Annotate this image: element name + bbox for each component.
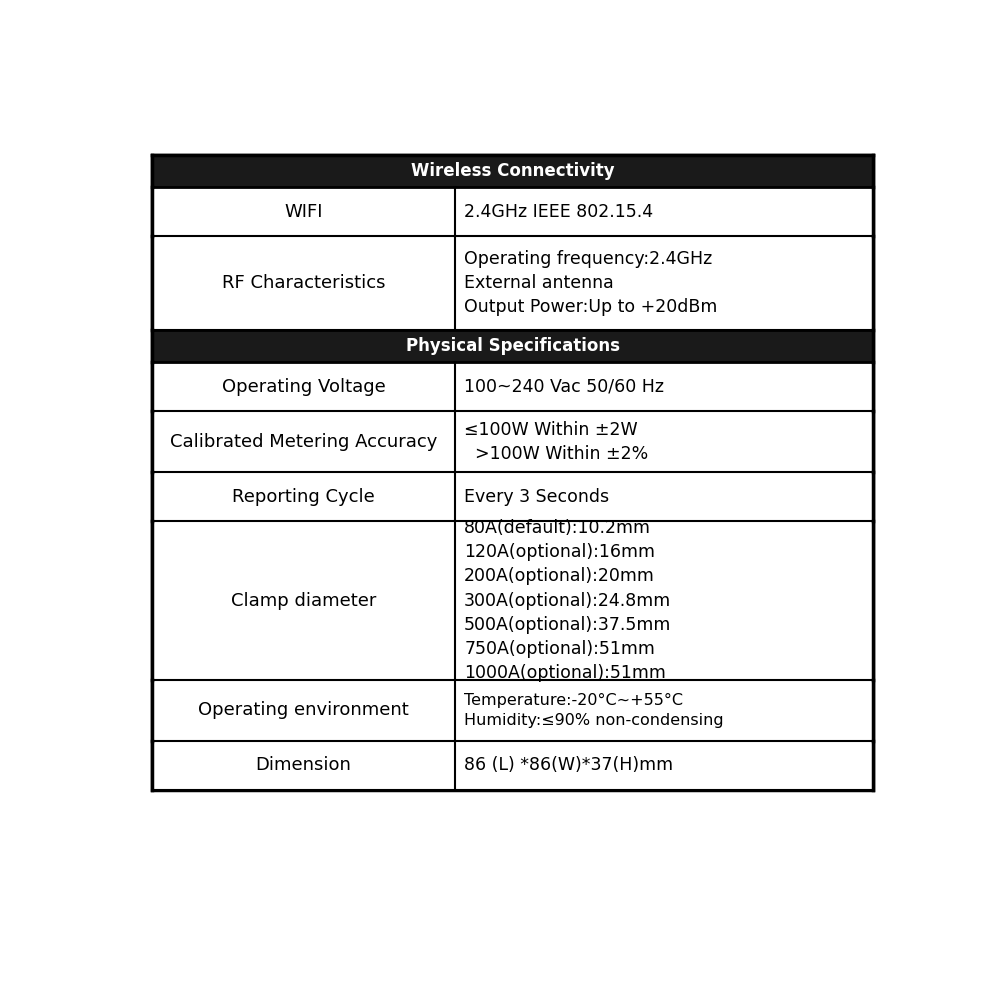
- Text: Operating Voltage: Operating Voltage: [222, 378, 385, 396]
- Bar: [152, 155, 873, 790]
- Text: Calibrated Metering Accuracy: Calibrated Metering Accuracy: [170, 433, 437, 451]
- Bar: [152, 521, 873, 680]
- Text: WIFI: WIFI: [284, 203, 323, 221]
- Bar: [152, 411, 873, 472]
- Bar: [152, 330, 873, 362]
- Text: Clamp diameter: Clamp diameter: [231, 592, 376, 610]
- Text: Dimension: Dimension: [256, 756, 351, 774]
- Bar: [152, 236, 873, 330]
- Bar: [152, 741, 873, 790]
- Text: Operating environment: Operating environment: [198, 701, 409, 719]
- Bar: [152, 680, 873, 741]
- Text: Wireless Connectivity: Wireless Connectivity: [411, 162, 614, 180]
- Bar: [152, 187, 873, 236]
- Text: 80A(default):10.2mm
120A(optional):16mm
200A(optional):20mm
300A(optional):24.8m: 80A(default):10.2mm 120A(optional):16mm …: [464, 519, 672, 682]
- Text: ≤100W Within ±2W
  >100W Within ±2%: ≤100W Within ±2W >100W Within ±2%: [464, 421, 648, 463]
- Text: Physical Specifications: Physical Specifications: [406, 337, 620, 355]
- Bar: [152, 472, 873, 521]
- Bar: [152, 362, 873, 411]
- Text: Operating frequency:2.4GHz
External antenna
Output Power:Up to +20dBm: Operating frequency:2.4GHz External ante…: [464, 250, 718, 316]
- Text: Every 3 Seconds: Every 3 Seconds: [464, 488, 609, 506]
- Text: 100~240 Vac 50/60 Hz: 100~240 Vac 50/60 Hz: [464, 378, 664, 396]
- Text: 86 (L) *86(W)*37(H)mm: 86 (L) *86(W)*37(H)mm: [464, 756, 673, 774]
- Text: RF Characteristics: RF Characteristics: [222, 274, 385, 292]
- Text: Reporting Cycle: Reporting Cycle: [232, 488, 375, 506]
- Text: 2.4GHz IEEE 802.15.4: 2.4GHz IEEE 802.15.4: [464, 203, 653, 221]
- Text: Temperature:-20°C~+55°C
Humidity:≤90% non-condensing: Temperature:-20°C~+55°C Humidity:≤90% no…: [464, 693, 724, 728]
- Bar: [152, 155, 873, 187]
